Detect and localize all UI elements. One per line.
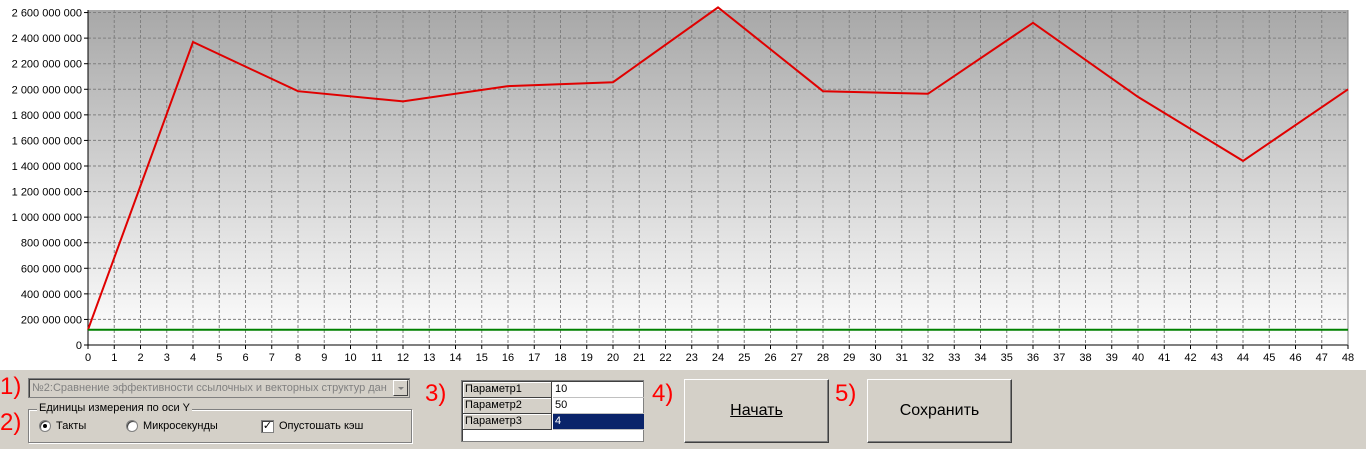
y-tick-label: 2 600 000 000 xyxy=(12,8,82,20)
param-row: Параметр2 50 xyxy=(463,398,644,414)
label-2: 2) xyxy=(0,409,22,436)
y-tick-label: 1 800 000 000 xyxy=(12,110,82,122)
x-tick-label: 6 xyxy=(242,352,248,364)
param-value-input[interactable]: 4 xyxy=(553,414,644,430)
x-tick-label: 18 xyxy=(554,352,566,364)
params-grid: Параметр1 10 Параметр2 50 Параметр3 4 xyxy=(461,380,644,442)
x-tick-label: 29 xyxy=(843,352,855,364)
test-select-combobox[interactable]: №2:Сравнение эффективности ссылочных и в… xyxy=(28,378,410,398)
x-tick-label: 2 xyxy=(137,352,143,364)
x-tick-label: 7 xyxy=(269,352,275,364)
x-tick-label: 3 xyxy=(164,352,170,364)
x-tick-label: 13 xyxy=(423,352,435,364)
x-tick-label: 32 xyxy=(922,352,934,364)
x-tick-label: 36 xyxy=(1027,352,1039,364)
y-tick-label: 800 000 000 xyxy=(21,238,82,250)
y-tick-label: 0 xyxy=(76,340,82,352)
x-tick-label: 45 xyxy=(1263,352,1275,364)
param-value-input[interactable]: 10 xyxy=(553,382,644,398)
y-tick-label: 2 400 000 000 xyxy=(12,33,82,45)
x-tick-label: 47 xyxy=(1316,352,1328,364)
y-tick-label: 600 000 000 xyxy=(21,263,82,275)
x-tick-label: 37 xyxy=(1053,352,1065,364)
x-tick-label: 21 xyxy=(633,352,645,364)
x-tick-label: 42 xyxy=(1184,352,1196,364)
y-tick-label: 1 200 000 000 xyxy=(12,187,82,199)
x-tick-label: 31 xyxy=(896,352,908,364)
x-tick-label: 14 xyxy=(449,352,461,364)
y-tick-label: 2 000 000 000 xyxy=(12,84,82,96)
start-button-label: Начать xyxy=(730,402,783,419)
x-tick-label: 9 xyxy=(321,352,327,364)
x-tick-label: 43 xyxy=(1211,352,1223,364)
param-value-input[interactable]: 50 xyxy=(553,398,644,414)
y-tick-label: 2 200 000 000 xyxy=(12,59,82,71)
chevron-down-icon[interactable] xyxy=(393,380,408,396)
radio-ticks-label[interactable]: Такты xyxy=(56,420,87,432)
y-tick-label: 200 000 000 xyxy=(21,314,82,326)
flush-cache-checkbox[interactable]: ✓ xyxy=(261,420,274,433)
x-tick-label: 22 xyxy=(659,352,671,364)
param-row: Параметр1 10 xyxy=(463,382,644,398)
x-tick-label: 16 xyxy=(502,352,514,364)
x-tick-label: 35 xyxy=(1001,352,1013,364)
param-name: Параметр3 xyxy=(463,414,552,430)
x-tick-label: 23 xyxy=(686,352,698,364)
units-groupbox-title: Единицы измерения по оси Y xyxy=(37,402,193,414)
y-tick-label: 400 000 000 xyxy=(21,289,82,301)
flush-cache-label[interactable]: Опустошать кэш xyxy=(279,420,364,432)
x-tick-label: 46 xyxy=(1289,352,1301,364)
x-tick-label: 19 xyxy=(581,352,593,364)
x-tick-label: 20 xyxy=(607,352,619,364)
x-tick-label: 12 xyxy=(397,352,409,364)
x-tick-label: 24 xyxy=(712,352,724,364)
param-name: Параметр2 xyxy=(463,398,552,414)
x-tick-label: 33 xyxy=(948,352,960,364)
x-tick-label: 48 xyxy=(1342,352,1354,364)
param-row: Параметр3 4 xyxy=(463,414,644,430)
label-1: 1) xyxy=(0,373,22,400)
line-chart: 0 200 000 000 400 000 000 600 000 000 800 00… xyxy=(12,6,1354,364)
x-tick-label: 34 xyxy=(974,352,986,364)
x-tick-label: 44 xyxy=(1237,352,1249,364)
label-5: 5) xyxy=(835,380,857,407)
y-tick-label: 1 600 000 000 xyxy=(12,135,82,147)
x-tick-label: 28 xyxy=(817,352,829,364)
y-tick-label: 1 000 000 000 xyxy=(12,212,82,224)
label-4: 4) xyxy=(652,380,674,407)
x-tick-label: 8 xyxy=(295,352,301,364)
radio-microseconds-label[interactable]: Микросекунды xyxy=(143,420,218,432)
series-line-red xyxy=(87,6,1349,331)
x-tick-label: 25 xyxy=(738,352,750,364)
x-tick-label: 41 xyxy=(1158,352,1170,364)
start-button[interactable]: Начать xyxy=(684,379,829,443)
chart-area: 0 200 000 000 400 000 000 600 000 000 800 00… xyxy=(0,0,1366,370)
x-tick-label: 40 xyxy=(1132,352,1144,364)
combo-value: №2:Сравнение эффективности ссылочных и в… xyxy=(32,382,387,394)
x-tick-label: 0 xyxy=(85,352,91,364)
param-name: Параметр1 xyxy=(463,382,552,398)
x-tick-label: 39 xyxy=(1106,352,1118,364)
radio-ticks[interactable] xyxy=(39,420,51,432)
x-tick-label: 5 xyxy=(216,352,222,364)
units-groupbox: Единицы измерения по оси Y Такты Микросе… xyxy=(28,402,412,443)
radio-microseconds[interactable] xyxy=(126,420,138,432)
x-tick-label: 10 xyxy=(344,352,356,364)
x-tick-label: 27 xyxy=(791,352,803,364)
x-tick-label: 38 xyxy=(1079,352,1091,364)
x-tick-label: 17 xyxy=(528,352,540,364)
x-tick-label: 11 xyxy=(371,352,382,364)
x-tick-label: 26 xyxy=(764,352,776,364)
x-tick-label: 4 xyxy=(190,352,196,364)
save-button-label: Сохранить xyxy=(899,402,980,419)
y-tick-label: 1 400 000 000 xyxy=(12,161,82,173)
label-3: 3) xyxy=(425,380,447,407)
x-tick-label: 30 xyxy=(869,352,881,364)
x-tick-label: 15 xyxy=(476,352,488,364)
save-button[interactable]: Сохранить xyxy=(867,379,1012,443)
x-tick-label: 1 xyxy=(111,352,117,364)
